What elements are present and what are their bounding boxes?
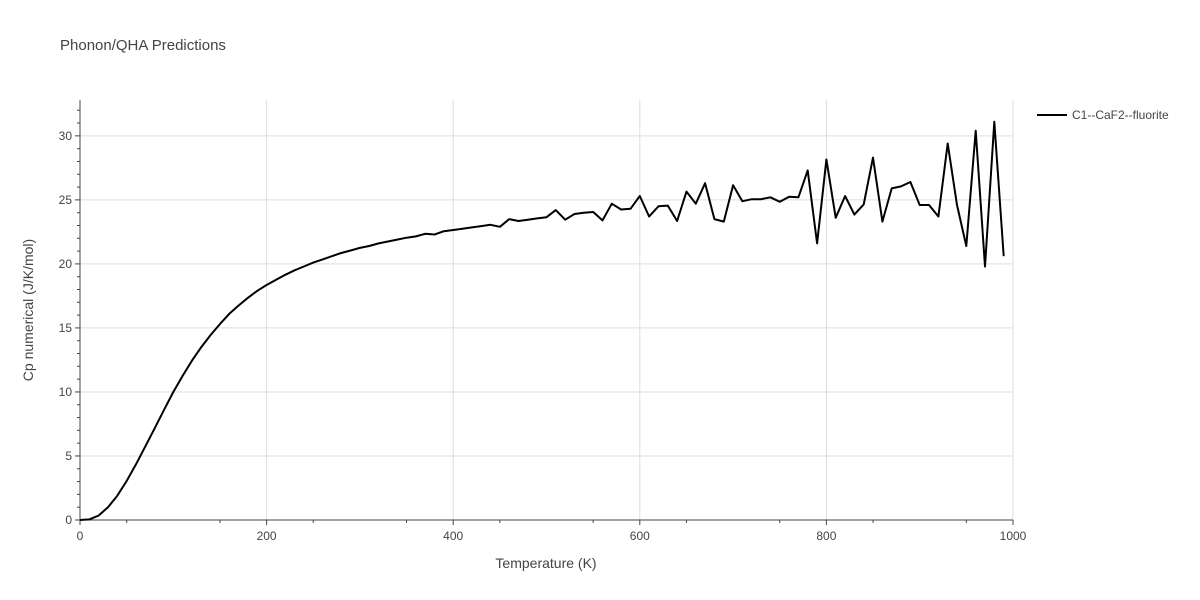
y-tick-label: 10 — [59, 385, 73, 399]
x-tick-label: 1000 — [1000, 529, 1027, 543]
y-axis-label: Cp numerical (J/K/mol) — [20, 239, 36, 381]
chart-title: Phonon/QHA Predictions — [60, 37, 226, 54]
y-tick-label: 25 — [59, 193, 73, 207]
legend[interactable]: C1--CaF2--fluorite — [1037, 108, 1169, 122]
x-axis-label: Temperature (K) — [495, 555, 596, 571]
x-tick-label: 400 — [443, 529, 463, 543]
plot-lines — [79, 120, 1005, 521]
series-line — [79, 120, 1005, 521]
x-tick-label: 600 — [630, 529, 650, 543]
y-tick-label: 5 — [65, 449, 72, 463]
y-tick-label: 15 — [59, 321, 73, 335]
legend-label: C1--CaF2--fluorite — [1072, 108, 1169, 122]
x-tick-label: 0 — [77, 529, 84, 543]
y-tick-label: 30 — [59, 129, 73, 143]
y-tick-label: 0 — [65, 513, 72, 527]
x-tick-label: 200 — [257, 529, 277, 543]
axes: 0 200 400 600 800 1000 0 5 10 15 20 25 30 — [59, 100, 1027, 543]
grid-lines — [80, 100, 1014, 520]
y-tick-label: 20 — [59, 257, 73, 271]
x-tick-label: 800 — [816, 529, 836, 543]
